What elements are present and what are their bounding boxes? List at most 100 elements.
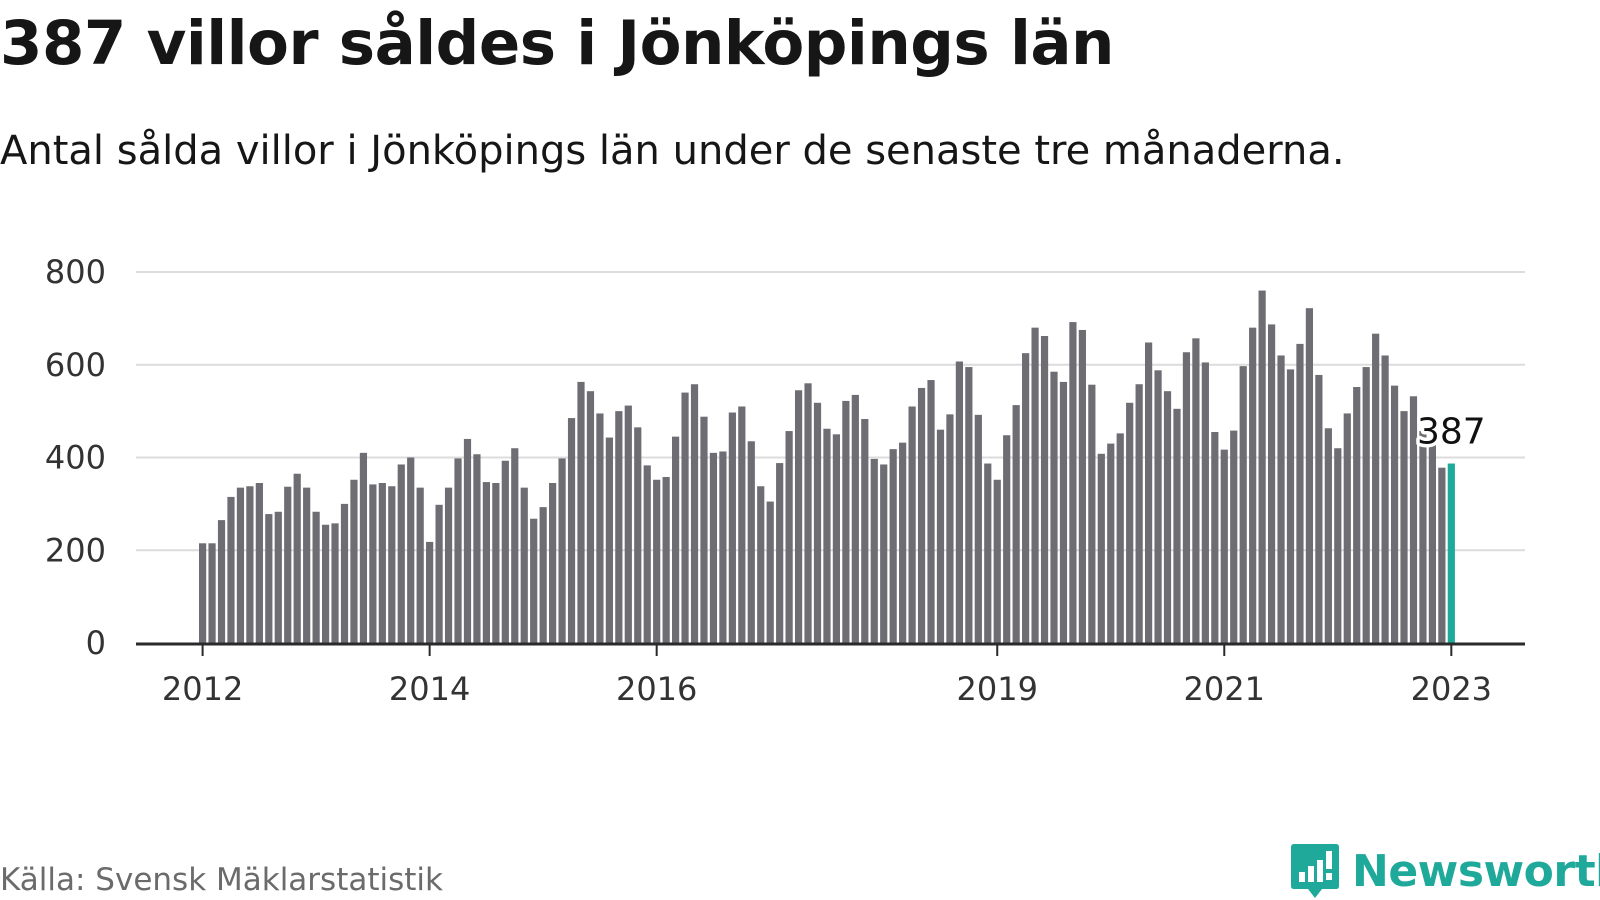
bar	[1305, 308, 1314, 643]
bar	[1050, 371, 1058, 643]
bar	[653, 479, 661, 643]
bar	[426, 541, 434, 643]
bar	[634, 427, 642, 643]
bar	[1145, 342, 1153, 643]
bar	[312, 511, 320, 643]
bar	[1381, 355, 1389, 643]
bar	[757, 486, 765, 643]
bar	[416, 487, 424, 643]
bar	[407, 457, 415, 643]
bars	[199, 290, 1455, 644]
last-value-label: 387	[1417, 412, 1486, 453]
bar	[785, 431, 793, 643]
bar	[993, 479, 1001, 643]
bar	[880, 464, 888, 643]
bar	[369, 484, 377, 643]
bar	[350, 479, 358, 643]
bar-highlight	[1447, 463, 1455, 643]
bar	[359, 452, 368, 643]
bar	[1296, 343, 1304, 643]
bar	[1107, 443, 1115, 643]
bar	[794, 390, 803, 643]
chart-subtitle: Antal sålda villor i Jönköpings län unde…	[0, 128, 1345, 174]
bar	[331, 523, 339, 643]
x-tick-label: 2023	[1411, 670, 1492, 708]
bar	[265, 514, 273, 643]
bar	[454, 458, 462, 643]
bar	[984, 463, 992, 643]
bar	[1003, 435, 1011, 643]
bar	[1040, 336, 1049, 643]
bar	[217, 520, 226, 643]
bar	[1400, 411, 1408, 644]
bar	[624, 405, 632, 643]
bar	[236, 487, 245, 643]
bar	[813, 402, 822, 643]
bar	[303, 487, 311, 643]
bar	[1059, 381, 1068, 643]
bar	[1154, 370, 1162, 643]
bar	[255, 483, 263, 643]
bar	[567, 418, 576, 643]
x-tick-label: 2012	[162, 670, 243, 708]
newsworthy-logo-icon	[1291, 844, 1339, 898]
bar	[539, 507, 547, 643]
bar	[321, 524, 330, 643]
bar	[246, 486, 254, 643]
bar	[1211, 431, 1219, 643]
bar	[1390, 385, 1399, 643]
bar	[482, 482, 490, 643]
bar	[776, 463, 784, 643]
bar	[1135, 384, 1143, 643]
x-axis-ticks: 2012 2014 2016 2019 2021 2023	[162, 644, 1492, 708]
bar	[1126, 402, 1134, 643]
y-tick-label: 400	[45, 439, 106, 477]
bar	[274, 511, 282, 643]
bar	[747, 441, 755, 643]
bar	[340, 503, 349, 644]
bar	[1220, 449, 1228, 643]
brand-name[interactable]: Newsworthy	[1352, 845, 1600, 897]
bar	[766, 501, 774, 643]
bar	[1116, 433, 1124, 643]
bar	[690, 384, 699, 643]
bar	[899, 442, 907, 643]
bar	[511, 448, 519, 643]
bar	[586, 391, 595, 643]
bar	[1078, 329, 1086, 643]
bar	[1315, 374, 1323, 643]
bar	[1343, 413, 1351, 643]
bar	[444, 487, 453, 643]
bar	[804, 383, 812, 643]
bar	[832, 434, 841, 643]
bar	[955, 361, 963, 643]
brand[interactable]: Newsworthy	[1290, 842, 1600, 900]
bar	[917, 387, 926, 643]
bar	[492, 483, 500, 643]
bar	[520, 487, 528, 643]
bar	[842, 400, 850, 643]
bar	[927, 380, 935, 643]
y-tick-label: 600	[45, 346, 106, 384]
bar	[501, 460, 509, 643]
x-tick-label: 2014	[389, 670, 470, 708]
bar	[1267, 324, 1276, 643]
x-tick-label: 2016	[616, 670, 697, 708]
bar	[284, 486, 292, 643]
bar	[1192, 338, 1200, 643]
bar	[473, 454, 481, 643]
x-tick-label: 2019	[957, 670, 1038, 708]
bar	[1277, 355, 1285, 643]
bar	[1258, 290, 1266, 643]
bar	[549, 483, 557, 643]
bar	[1372, 333, 1380, 643]
bar	[615, 411, 623, 644]
bar	[1362, 367, 1370, 643]
bar	[1163, 391, 1172, 643]
bar	[728, 412, 736, 643]
bar	[1088, 384, 1096, 643]
bar	[936, 429, 945, 643]
bar	[227, 496, 235, 643]
bar	[719, 451, 727, 643]
